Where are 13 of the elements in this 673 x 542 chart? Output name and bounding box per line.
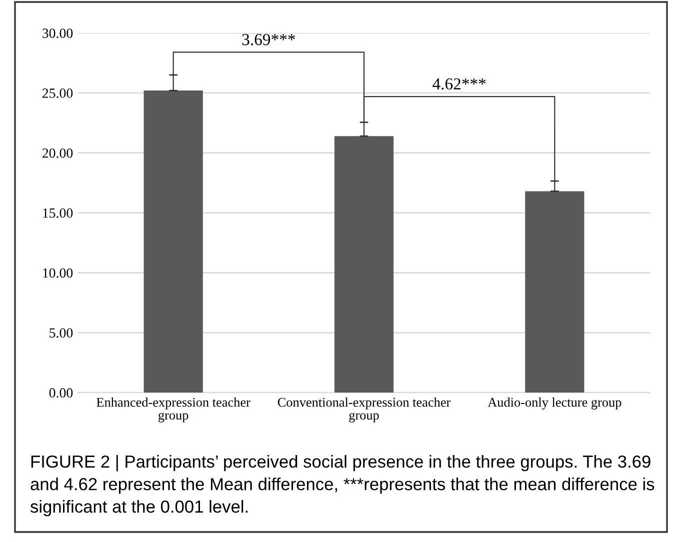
x-tick-label: Enhanced-expression teacher group [96,397,250,422]
y-tick-label: 25.00 [42,88,73,98]
x-tick-label: Conventional-expression teacher group [278,397,451,422]
y-tick-label: 15.00 [43,208,73,218]
caption: FIGURE 2 | Participants’ perceived social presence in the three groups. The 3.69 and 4.62 represent the Mean difference, ***represents that the mean difference is significant at the 0.001 level. [30,455,654,516]
y-tick-label: 0.00 [49,388,73,398]
y-tick-label: 30.00 [42,28,73,38]
y-tick-label: 10.00 [43,268,73,278]
y-tick-label: 5.00 [50,328,73,338]
annotation: 3.69*** [242,34,295,46]
annotation: 4.62*** [432,78,486,90]
y-tick-label: 20.00 [42,148,73,158]
x-tick-label: Audio-only lecture group [488,397,622,410]
